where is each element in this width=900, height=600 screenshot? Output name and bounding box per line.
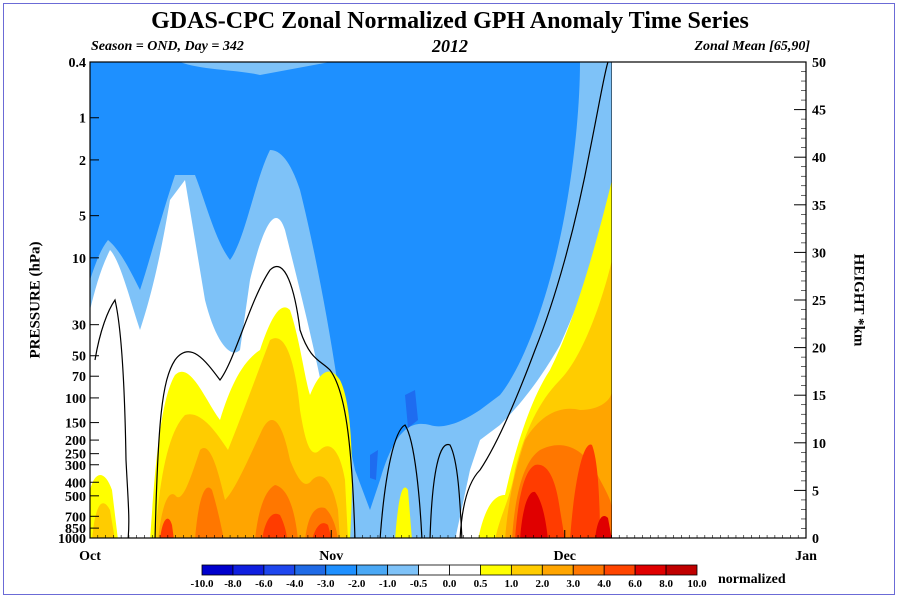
colorbar-level-label: 10.0 <box>687 578 707 590</box>
colorbar-swatch <box>603 564 636 576</box>
colorbar-swatch <box>356 564 389 576</box>
x-axis: Oct Nov Dec Jan <box>79 530 817 564</box>
contour-line-4 <box>379 424 463 538</box>
pos-anomaly-deep-red <box>520 491 612 538</box>
colorbar: -10.0 -8.0 -6.0 -4.0 -3.0 -2.0 -1.0 -0.5 0.0 0.5 1… <box>191 564 707 590</box>
colorbar-level-label: -4.0 <box>286 578 304 590</box>
pressure-tick-label: 300 <box>65 459 86 474</box>
pos-anomaly-light-orange <box>92 260 612 538</box>
colorbar-swatch <box>480 564 512 576</box>
pressure-tick-label: 850 <box>65 522 86 537</box>
colorbar-level-label: -10.0 <box>191 578 214 590</box>
x-tick-label: Jan <box>795 549 817 564</box>
y-axis-height: 0 5 10 15 20 25 30 35 40 45 50 <box>794 56 826 547</box>
pressure-tick-label: 5 <box>79 210 86 225</box>
region-label: Zonal Mean [65,90] <box>694 39 811 54</box>
pressure-tick-label: 2 <box>79 154 86 169</box>
pressure-tick-label: 10 <box>72 252 86 267</box>
colorbar-swatch <box>634 564 667 576</box>
colorbar-level-label: -2.0 <box>348 578 366 590</box>
colorbar-swatch <box>201 564 234 576</box>
height-tick-label: 45 <box>812 104 826 119</box>
height-tick-label: 40 <box>812 151 826 166</box>
colorbar-level-label: -6.0 <box>255 578 273 590</box>
colorbar-level-label: -3.0 <box>317 578 335 590</box>
year-label: 2012 <box>432 36 468 56</box>
pos-anomaly-red <box>160 444 600 538</box>
colorbar-swatch <box>572 564 605 576</box>
height-tick-label: 15 <box>812 389 826 404</box>
colorbar-swatch <box>325 564 358 576</box>
pressure-tick-label: 1 <box>79 112 86 127</box>
height-tick-label: 50 <box>812 56 826 71</box>
colorbar-swatch <box>418 564 450 576</box>
colorbar-level-label: 0.5 <box>474 578 488 590</box>
x-tick-label: Oct <box>79 549 101 564</box>
neg-anomaly-deep <box>370 390 418 480</box>
colorbar-level-label: 4.0 <box>597 578 611 590</box>
neg-anomaly-mid <box>90 62 580 510</box>
pressure-tick-label: 0.4 <box>69 56 87 71</box>
colorbar-swatch <box>510 564 543 576</box>
colorbar-level-label: 3.0 <box>566 578 580 590</box>
anomaly-field <box>90 62 612 538</box>
pressure-tick-label: 1000 <box>58 532 86 547</box>
colorbar-level-label: 6.0 <box>628 578 642 590</box>
colorbar-level-label: -0.5 <box>410 578 428 590</box>
pressure-tick-label: 50 <box>72 350 86 365</box>
contour-line-3 <box>459 62 609 538</box>
height-tick-label: 25 <box>812 294 826 309</box>
height-tick-label: 0 <box>812 532 819 547</box>
x-tick-label: Nov <box>319 549 343 564</box>
height-tick-label: 35 <box>812 199 826 214</box>
colorbar-swatch <box>232 564 265 576</box>
pressure-tick-label: 500 <box>65 490 86 505</box>
colorbar-swatch <box>263 564 296 576</box>
x-tick-label: Dec <box>553 549 576 564</box>
colorbar-level-label: 2.0 <box>535 578 549 590</box>
pressure-tick-label: 400 <box>65 476 86 491</box>
pressure-tick-label: 200 <box>65 434 86 449</box>
colorbar-level-label: 1.0 <box>505 578 519 590</box>
colorbar-level-label: -8.0 <box>224 578 242 590</box>
pressure-tick-label: 30 <box>72 319 86 334</box>
pressure-tick-label: 100 <box>65 392 86 407</box>
colorbar-swatch <box>665 564 698 576</box>
colorbar-level-label: 8.0 <box>659 578 673 590</box>
colorbar-swatch <box>294 564 327 576</box>
pressure-tick-label: 700 <box>65 510 86 525</box>
contour-line-2 <box>154 266 356 538</box>
pressure-tick-label: 250 <box>65 448 86 463</box>
height-tick-label: 20 <box>812 342 826 357</box>
colorbar-level-label: -1.0 <box>379 578 397 590</box>
contour-line-1 <box>94 298 130 538</box>
height-tick-label: 5 <box>812 484 819 499</box>
height-tick-label: 10 <box>812 437 826 452</box>
pressure-tick-label: 70 <box>72 370 86 385</box>
colorbar-swatch <box>449 564 481 576</box>
season-label: Season = OND, Day = 342 <box>91 39 244 54</box>
height-tick-label: 30 <box>812 246 826 261</box>
colorbar-swatch <box>541 564 574 576</box>
colorbar-swatch <box>387 564 419 576</box>
pressure-tick-label: 150 <box>65 417 86 432</box>
chart-title: GDAS-CPC Zonal Normalized GPH Anomaly Ti… <box>151 8 749 34</box>
colorbar-level-label: 0.0 <box>443 578 457 590</box>
units-label: normalized <box>718 572 786 587</box>
figure-frame <box>3 3 895 595</box>
